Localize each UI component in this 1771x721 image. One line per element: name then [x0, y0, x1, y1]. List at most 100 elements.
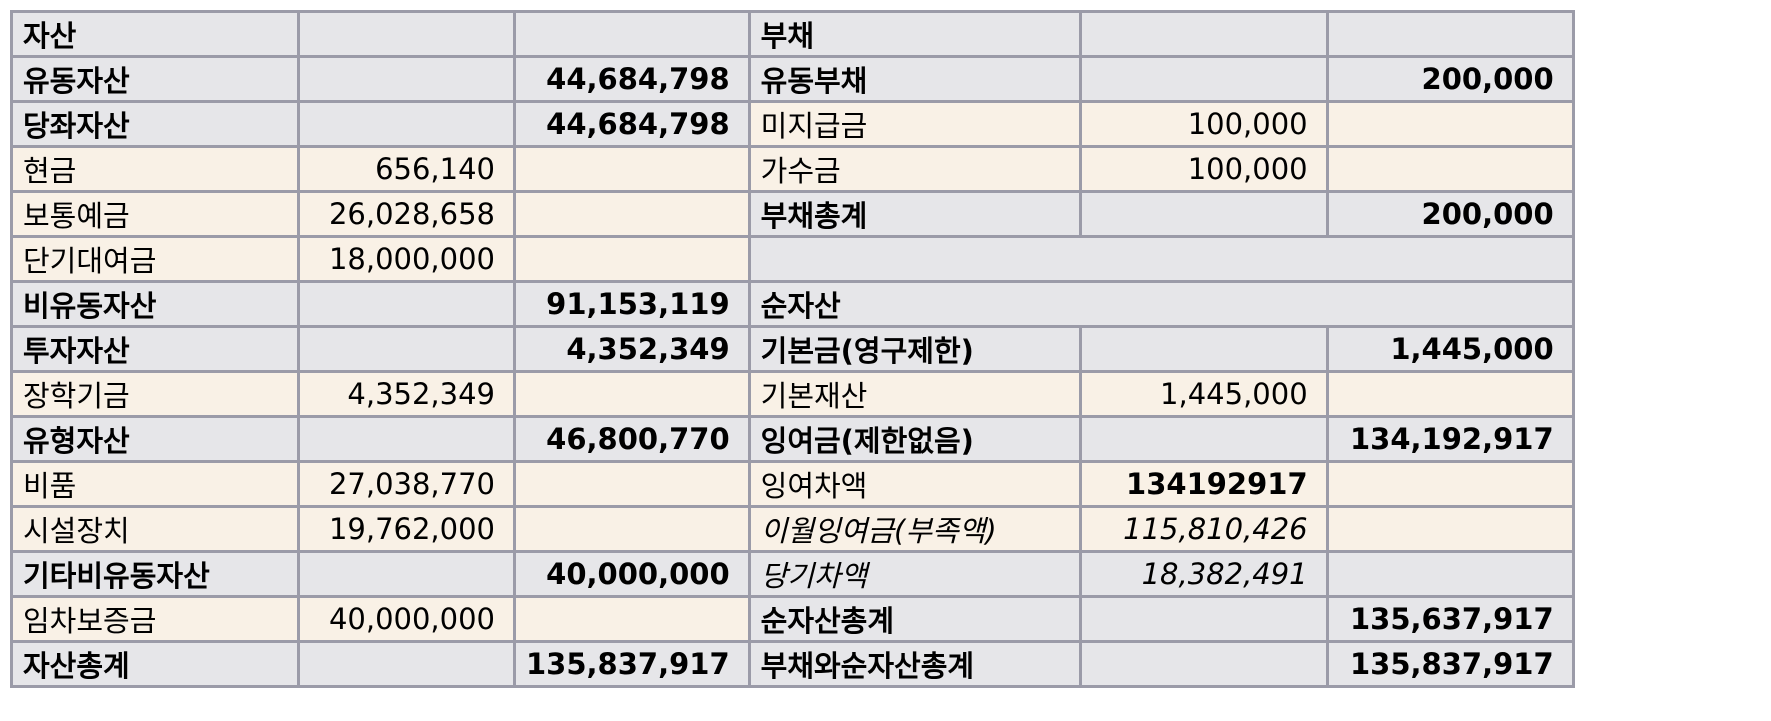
table-row: 유형자산 46,800,770 잉여금(제한없음) 134,192,917 [10, 415, 1575, 463]
cell [297, 550, 516, 598]
amount-cell: 135,637,917 [1325, 595, 1575, 643]
cell [1325, 100, 1575, 148]
cell [297, 640, 516, 688]
amount-cell: 18,382,491 [1078, 550, 1329, 598]
net-asset-section-header: 순자산 [747, 280, 1575, 328]
cell [513, 10, 751, 58]
table-row: 자산 부채 [10, 10, 1575, 58]
amount-cell: 134,192,917 [1325, 415, 1575, 463]
cell [1078, 10, 1329, 58]
amount-cell: 4,352,349 [513, 325, 751, 373]
amount-cell: 18,000,000 [297, 235, 516, 283]
row-label: 유동부채 [747, 55, 1082, 103]
cell [513, 460, 751, 508]
table-row: 당좌자산 44,684,798 미지급금 100,000 [10, 100, 1575, 148]
row-label: 유형자산 [10, 415, 300, 463]
cell [297, 280, 516, 328]
cell [1325, 370, 1575, 418]
row-label: 비품 [10, 460, 300, 508]
cell [1325, 145, 1575, 193]
row-label: 단기대여금 [10, 235, 300, 283]
cell [513, 235, 751, 283]
row-label: 잉여금(제한없음) [747, 415, 1082, 463]
amount-cell: 100,000 [1078, 100, 1329, 148]
row-label: 임차보증금 [10, 595, 300, 643]
row-label: 시설장치 [10, 505, 300, 553]
amount-cell: 26,028,658 [297, 190, 516, 238]
cell [297, 55, 516, 103]
cell [513, 190, 751, 238]
cell [1078, 325, 1329, 373]
cell [1325, 10, 1575, 58]
row-label: 미지급금 [747, 100, 1082, 148]
balance-sheet-table: 자산 부채 유동자산 44,684,798 유동부채 200,000 당좌자산 … [10, 10, 1575, 688]
amount-cell: 27,038,770 [297, 460, 516, 508]
row-label: 기본재산 [747, 370, 1082, 418]
row-label: 당좌자산 [10, 100, 300, 148]
cell [297, 100, 516, 148]
table-row: 시설장치 19,762,000 이월잉여금(부족액) 115,810,426 [10, 505, 1575, 553]
table-row: 임차보증금 40,000,000 순자산총계 135,637,917 [10, 595, 1575, 643]
cell [1325, 550, 1575, 598]
cell [297, 415, 516, 463]
liability-net-asset-total-amount: 135,837,917 [1325, 640, 1575, 688]
amount-cell: 200,000 [1325, 190, 1575, 238]
cell [513, 595, 751, 643]
table-row: 자산총계 135,837,917 부채와순자산총계 135,837,917 [10, 640, 1575, 688]
amount-cell: 100,000 [1078, 145, 1329, 193]
row-label: 현금 [10, 145, 300, 193]
asset-total-amount: 135,837,917 [513, 640, 751, 688]
cell [1078, 415, 1329, 463]
row-label: 이월잉여금(부족액) [747, 505, 1082, 553]
asset-total-label: 자산총계 [10, 640, 300, 688]
cell [1078, 595, 1329, 643]
row-label: 당기차액 [747, 550, 1082, 598]
cell [1325, 505, 1575, 553]
row-label: 유동자산 [10, 55, 300, 103]
amount-cell: 115,810,426 [1078, 505, 1329, 553]
table-row: 비유동자산 91,153,119 순자산 [10, 280, 1575, 328]
table-row: 유동자산 44,684,798 유동부채 200,000 [10, 55, 1575, 103]
amount-cell: 44,684,798 [513, 100, 751, 148]
asset-section-header: 자산 [10, 10, 300, 58]
liability-section-header: 부채 [747, 10, 1082, 58]
amount-cell: 44,684,798 [513, 55, 751, 103]
row-label: 부채총계 [747, 190, 1082, 238]
amount-cell: 91,153,119 [513, 280, 751, 328]
table-row: 비품 27,038,770 잉여차액 134192917 [10, 460, 1575, 508]
table-row: 투자자산 4,352,349 기본금(영구제한) 1,445,000 [10, 325, 1575, 373]
amount-cell: 46,800,770 [513, 415, 751, 463]
row-label: 비유동자산 [10, 280, 300, 328]
row-label: 보통예금 [10, 190, 300, 238]
table-row: 단기대여금 18,000,000 [10, 235, 1575, 283]
cell [1078, 190, 1329, 238]
table-row: 장학기금 4,352,349 기본재산 1,445,000 [10, 370, 1575, 418]
row-label: 기본금(영구제한) [747, 325, 1082, 373]
cell [513, 370, 751, 418]
liability-net-asset-total-label: 부채와순자산총계 [747, 640, 1082, 688]
table-row: 현금 656,140 가수금 100,000 [10, 145, 1575, 193]
row-label: 순자산총계 [747, 595, 1082, 643]
row-label: 가수금 [747, 145, 1082, 193]
amount-cell: 656,140 [297, 145, 516, 193]
cell [297, 10, 516, 58]
amount-cell: 40,000,000 [513, 550, 751, 598]
cell [513, 505, 751, 553]
amount-cell: 4,352,349 [297, 370, 516, 418]
row-label: 투자자산 [10, 325, 300, 373]
table-row: 기타비유동자산 40,000,000 당기차액 18,382,491 [10, 550, 1575, 598]
row-label: 잉여차액 [747, 460, 1082, 508]
empty-cell [747, 235, 1575, 283]
row-label: 장학기금 [10, 370, 300, 418]
amount-cell: 1,445,000 [1325, 325, 1575, 373]
row-label: 기타비유동자산 [10, 550, 300, 598]
cell [1325, 460, 1575, 508]
cell [513, 145, 751, 193]
cell [297, 325, 516, 373]
table-row: 보통예금 26,028,658 부채총계 200,000 [10, 190, 1575, 238]
cell [1078, 640, 1329, 688]
amount-cell: 19,762,000 [297, 505, 516, 553]
cell [1078, 55, 1329, 103]
amount-cell: 134192917 [1078, 460, 1329, 508]
amount-cell: 1,445,000 [1078, 370, 1329, 418]
